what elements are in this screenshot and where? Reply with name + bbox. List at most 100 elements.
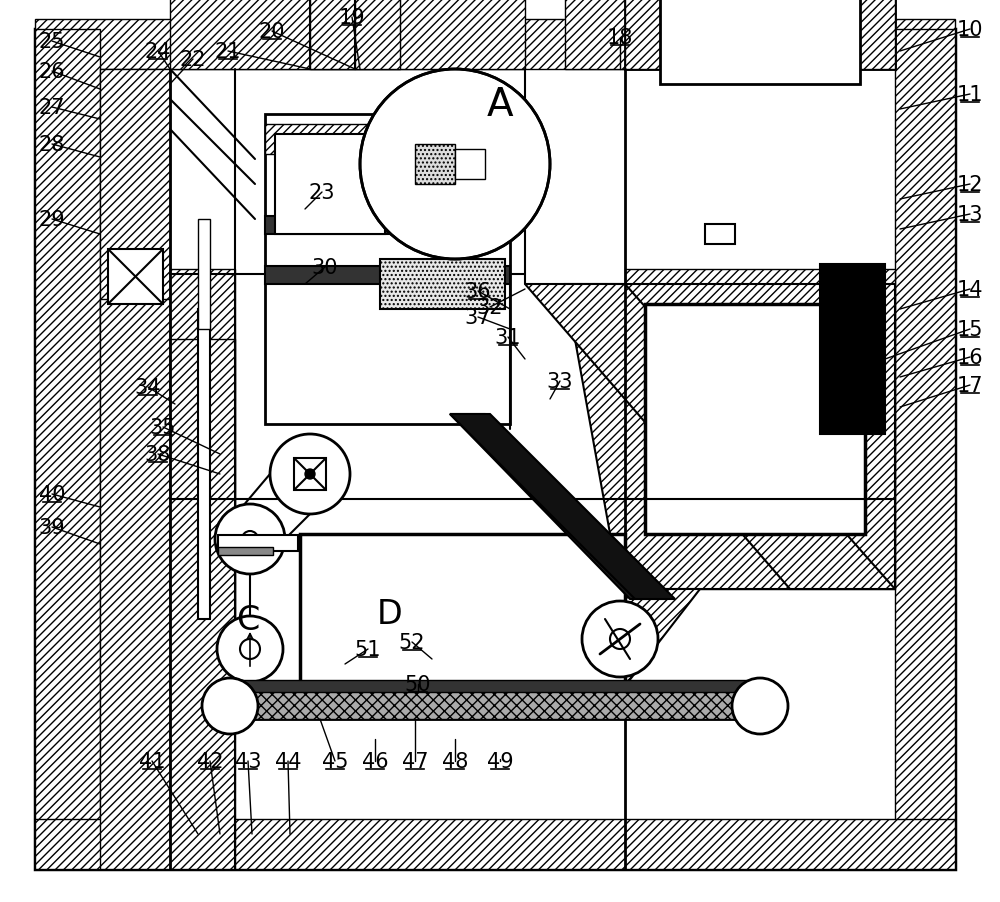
Bar: [625, 0, 895, 70]
Bar: [625, 270, 895, 589]
Bar: [355, 0, 400, 70]
Bar: [265, 216, 510, 235]
Text: 48: 48: [442, 751, 468, 771]
Text: 39: 39: [39, 518, 65, 538]
Polygon shape: [450, 415, 665, 599]
Bar: [230, 689, 760, 719]
Text: 10: 10: [957, 20, 983, 40]
Bar: [310, 0, 355, 70]
Bar: [380, 124, 505, 215]
Text: 22: 22: [180, 50, 206, 70]
Bar: [170, 270, 235, 620]
Bar: [35, 20, 955, 70]
Bar: [230, 689, 760, 719]
Polygon shape: [525, 285, 895, 589]
Bar: [170, 340, 235, 869]
Text: 45: 45: [322, 751, 348, 771]
Bar: [705, 225, 735, 244]
Text: 49: 49: [487, 751, 513, 771]
Bar: [660, 0, 860, 85]
Text: 44: 44: [275, 751, 301, 771]
Circle shape: [215, 504, 285, 575]
Bar: [265, 124, 510, 155]
Text: C: C: [236, 603, 260, 636]
Text: 41: 41: [139, 751, 165, 771]
Text: 19: 19: [339, 8, 365, 28]
Text: 27: 27: [39, 98, 65, 118]
Text: 16: 16: [957, 347, 983, 368]
Text: 26: 26: [39, 62, 65, 82]
Text: 24: 24: [145, 42, 171, 62]
Bar: [170, 0, 525, 70]
Bar: [820, 264, 885, 435]
Polygon shape: [455, 70, 550, 260]
Text: 36: 36: [465, 281, 491, 301]
Polygon shape: [480, 589, 700, 699]
Text: 34: 34: [135, 378, 161, 398]
Text: 52: 52: [399, 632, 425, 652]
Text: 47: 47: [402, 751, 428, 771]
Text: 37: 37: [465, 308, 491, 327]
Bar: [455, 150, 485, 179]
Text: 21: 21: [215, 42, 241, 62]
Bar: [294, 458, 326, 491]
Text: 14: 14: [957, 280, 983, 299]
Bar: [100, 70, 170, 340]
Circle shape: [582, 602, 658, 677]
Text: 15: 15: [957, 319, 983, 340]
Text: 25: 25: [39, 32, 65, 52]
Circle shape: [610, 630, 630, 649]
Text: 35: 35: [150, 418, 176, 437]
Polygon shape: [565, 285, 895, 589]
Text: D: D: [377, 598, 403, 630]
Text: 17: 17: [957, 375, 983, 396]
Text: 38: 38: [145, 445, 171, 465]
Bar: [35, 30, 100, 869]
Text: 18: 18: [607, 28, 633, 48]
Bar: [645, 305, 865, 534]
Circle shape: [240, 640, 260, 659]
Bar: [265, 267, 510, 285]
Circle shape: [242, 531, 258, 548]
Circle shape: [732, 678, 788, 734]
Bar: [310, 0, 355, 70]
Polygon shape: [360, 70, 455, 260]
Text: 31: 31: [495, 327, 521, 347]
Text: 51: 51: [355, 640, 381, 659]
Text: 13: 13: [957, 205, 983, 225]
Text: 20: 20: [259, 22, 285, 42]
Text: 30: 30: [312, 258, 338, 278]
Text: 11: 11: [957, 85, 983, 105]
Bar: [230, 680, 760, 692]
Polygon shape: [450, 415, 675, 599]
Bar: [100, 299, 170, 869]
Text: 12: 12: [957, 175, 983, 195]
Bar: [300, 534, 625, 704]
Text: 40: 40: [39, 484, 65, 504]
Text: 50: 50: [405, 675, 431, 695]
Bar: [380, 260, 505, 309]
Text: 23: 23: [309, 183, 335, 203]
Bar: [108, 250, 163, 305]
Bar: [415, 145, 455, 185]
Text: 28: 28: [39, 135, 65, 155]
Text: 46: 46: [362, 751, 388, 771]
Bar: [895, 30, 955, 869]
Bar: [218, 548, 273, 556]
Bar: [625, 0, 895, 70]
Bar: [35, 819, 955, 869]
Circle shape: [270, 435, 350, 514]
Bar: [218, 536, 298, 551]
Bar: [198, 309, 210, 620]
Bar: [198, 220, 210, 329]
Text: A: A: [487, 86, 513, 124]
Text: 29: 29: [39, 210, 65, 230]
Bar: [565, 0, 895, 70]
Bar: [355, 0, 400, 70]
Circle shape: [202, 678, 258, 734]
Circle shape: [217, 616, 283, 682]
Text: 43: 43: [235, 751, 261, 771]
Bar: [275, 135, 385, 235]
Circle shape: [305, 469, 315, 480]
Text: 32: 32: [477, 298, 503, 318]
